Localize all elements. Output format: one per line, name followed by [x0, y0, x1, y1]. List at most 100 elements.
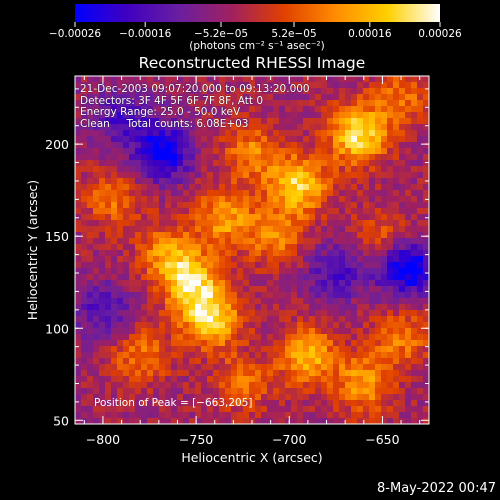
heatmap-cell — [255, 304, 262, 311]
heatmap-cell — [315, 220, 322, 227]
heatmap-cell — [213, 256, 220, 263]
heatmap-cell — [345, 76, 352, 83]
heatmap-cell — [345, 148, 352, 155]
heatmap-cell — [411, 208, 418, 215]
heatmap-cell — [123, 376, 130, 383]
heatmap-cell — [315, 244, 322, 251]
heatmap-cell — [405, 286, 412, 293]
heatmap-cell — [345, 208, 352, 215]
heatmap-cell — [201, 412, 208, 419]
heatmap-cell — [123, 334, 130, 341]
heatmap-cell — [399, 172, 406, 179]
heatmap-cell — [327, 166, 334, 173]
heatmap-cell — [405, 256, 412, 263]
heatmap-cell — [75, 88, 82, 95]
heatmap-cell — [237, 340, 244, 347]
heatmap-cell — [411, 238, 418, 245]
heatmap-cell — [387, 292, 394, 299]
heatmap-cell — [105, 322, 112, 329]
heatmap-cell — [375, 322, 382, 329]
heatmap-cell — [381, 268, 388, 275]
heatmap-cell — [249, 400, 256, 407]
heatmap-cell — [405, 316, 412, 323]
heatmap-cell — [345, 106, 352, 113]
heatmap-cell — [147, 382, 154, 389]
heatmap-cell — [327, 382, 334, 389]
heatmap-cell — [129, 322, 136, 329]
heatmap-cell — [201, 370, 208, 377]
heatmap-cell — [291, 286, 298, 293]
heatmap-cell — [207, 160, 214, 167]
heatmap-cell — [225, 364, 232, 371]
heatmap-cell — [159, 214, 166, 221]
heatmap-cell — [195, 220, 202, 227]
heatmap-cell — [171, 352, 178, 359]
heatmap-cell — [93, 190, 100, 197]
heatmap-cell — [303, 226, 310, 233]
heatmap-cell — [87, 400, 94, 407]
heatmap-cell — [147, 130, 154, 137]
heatmap-cell — [231, 148, 238, 155]
heatmap-cell — [207, 226, 214, 233]
heatmap-cell — [303, 76, 310, 83]
heatmap-cell — [303, 364, 310, 371]
heatmap-cell — [255, 172, 262, 179]
heatmap-cell — [249, 88, 256, 95]
heatmap-cell — [303, 160, 310, 167]
heatmap-cell — [111, 274, 118, 281]
heatmap-cell — [339, 160, 346, 167]
heatmap-cell — [273, 88, 280, 95]
heatmap-cell — [273, 124, 280, 131]
heatmap-cell — [183, 172, 190, 179]
heatmap-cell — [201, 118, 208, 125]
heatmap-cell — [105, 190, 112, 197]
heatmap-cell — [351, 238, 358, 245]
heatmap-cell — [387, 220, 394, 227]
heatmap-cell — [369, 82, 376, 89]
heatmap-cell — [183, 400, 190, 407]
heatmap-cell — [129, 418, 136, 424]
heatmap-cell — [135, 112, 142, 119]
heatmap-cell — [135, 76, 142, 83]
heatmap-cell — [177, 232, 184, 239]
heatmap-cell — [255, 382, 262, 389]
heatmap-cell — [201, 166, 208, 173]
heatmap-cell — [111, 382, 118, 389]
heatmap-cell — [207, 298, 214, 305]
heatmap-cell — [159, 226, 166, 233]
heatmap-cell — [297, 310, 304, 317]
heatmap-cell — [117, 292, 124, 299]
heatmap-cell — [387, 226, 394, 233]
heatmap-cell — [333, 100, 340, 107]
heatmap-cell — [183, 124, 190, 131]
heatmap-cell — [117, 106, 124, 113]
heatmap-cell — [81, 310, 88, 317]
heatmap-cell — [171, 202, 178, 209]
heatmap-cell — [279, 358, 286, 365]
heatmap-cell — [333, 214, 340, 221]
heatmap-cell — [357, 226, 364, 233]
heatmap-cell — [153, 226, 160, 233]
heatmap-cell — [141, 232, 148, 239]
heatmap-cell — [219, 274, 226, 281]
heatmap-cell — [315, 364, 322, 371]
heatmap-cell — [339, 190, 346, 197]
heatmap-cell — [399, 316, 406, 323]
heatmap-cell — [423, 124, 429, 131]
heatmap-cell — [93, 184, 100, 191]
heatmap-cell — [177, 304, 184, 311]
heatmap-cell — [105, 394, 112, 401]
heatmap-cell — [297, 274, 304, 281]
heatmap-cell — [141, 178, 148, 185]
heatmap-cell — [357, 172, 364, 179]
heatmap-cell — [231, 112, 238, 119]
heatmap-cell — [189, 304, 196, 311]
heatmap-cell — [327, 94, 334, 101]
heatmap-cell — [249, 82, 256, 89]
heatmap-cell — [99, 226, 106, 233]
heatmap-cell — [285, 364, 292, 371]
heatmap-cell — [189, 184, 196, 191]
heatmap-cell — [105, 334, 112, 341]
heatmap-cell — [237, 160, 244, 167]
heatmap-cell — [147, 214, 154, 221]
